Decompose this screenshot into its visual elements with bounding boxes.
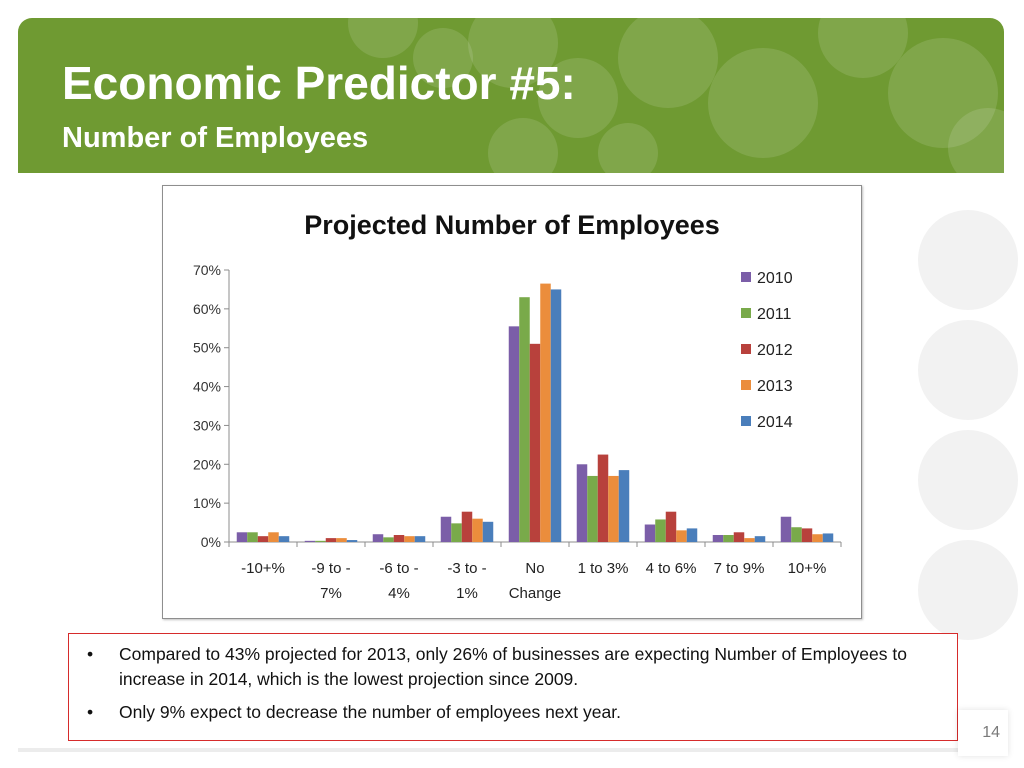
bullet-text: Only 9% expect to decrease the number of… <box>119 702 621 722</box>
x-tick-label: -10+% <box>241 560 285 577</box>
bar <box>414 536 426 542</box>
legend-label: 2014 <box>757 414 793 431</box>
bar <box>315 540 326 542</box>
bar <box>336 538 347 542</box>
x-tick-label: 4 to 6% <box>646 560 697 577</box>
bar <box>644 524 656 542</box>
bullet-icon: • <box>87 702 94 722</box>
y-tick-label: 50% <box>193 340 221 356</box>
decorative-circle <box>918 320 1018 420</box>
bar <box>576 464 588 542</box>
bar <box>550 289 562 542</box>
bar <box>822 533 834 542</box>
page-number-box: 14 <box>958 710 1008 756</box>
y-tick-label: 20% <box>193 456 221 472</box>
legend-swatch <box>741 344 751 354</box>
legend-label: 2010 <box>757 270 793 287</box>
bar <box>472 518 483 542</box>
bar <box>372 534 384 542</box>
bar <box>597 454 609 542</box>
bar <box>587 475 598 542</box>
x-tick-label: -9 to - <box>311 560 350 577</box>
slide-title: Economic Predictor #5: <box>62 57 576 109</box>
bar <box>440 516 452 542</box>
x-tick-label: No <box>525 560 544 577</box>
bar <box>519 297 530 542</box>
bar <box>780 516 792 542</box>
bar <box>801 528 813 542</box>
bar <box>608 475 619 542</box>
bar <box>461 511 473 542</box>
bar <box>744 538 755 542</box>
legend-label: 2011 <box>757 306 792 323</box>
y-tick-label: 30% <box>193 417 221 433</box>
footer-divider <box>18 748 958 752</box>
bar <box>257 536 269 542</box>
legend-swatch <box>741 380 751 390</box>
bar <box>754 536 766 542</box>
bar <box>618 470 630 542</box>
bar <box>812 534 823 542</box>
bar <box>508 326 520 542</box>
bar <box>346 540 358 542</box>
bar <box>325 538 337 542</box>
x-tick-label: 1 to 3% <box>578 560 629 577</box>
decorative-circle <box>918 430 1018 530</box>
y-tick-label: 0% <box>201 534 221 550</box>
decorative-circle <box>918 540 1018 640</box>
legend-swatch <box>741 272 751 282</box>
bullet-list: • Compared to 43% projected for 2013, onl… <box>69 642 957 725</box>
legend-swatch <box>741 416 751 426</box>
bar <box>655 519 666 542</box>
x-tick-label: -3 to - <box>447 560 486 577</box>
y-tick-label: 70% <box>193 262 221 278</box>
notes-box: • Compared to 43% projected for 2013, onl… <box>68 633 958 741</box>
x-tick-label: 4% <box>388 585 410 602</box>
legend-swatch <box>741 308 751 318</box>
bar <box>723 535 734 542</box>
x-tick-label: 1% <box>456 585 478 602</box>
y-tick-label: 60% <box>193 301 221 317</box>
page-number: 14 <box>982 724 1000 741</box>
x-tick-label: -6 to - <box>379 560 418 577</box>
bar <box>665 511 677 542</box>
bullet-item: • Compared to 43% projected for 2013, onl… <box>69 642 957 692</box>
bar <box>304 540 316 542</box>
x-tick-label: 10+% <box>788 560 827 577</box>
bullet-item: • Only 9% expect to decrease the number o… <box>69 700 957 725</box>
bar <box>712 535 724 542</box>
bar <box>404 536 415 542</box>
bar <box>540 283 551 542</box>
bar <box>247 532 258 542</box>
chart-title: Projected Number of Employees <box>304 210 720 240</box>
chart-panel: Projected Number of Employees 0% 10% 20% 30… <box>162 185 862 619</box>
bar <box>791 527 802 542</box>
bar <box>236 532 248 542</box>
bar <box>268 532 279 542</box>
y-tick-label: 40% <box>193 379 221 395</box>
bar <box>482 521 494 542</box>
y-tick-label: 10% <box>193 495 221 511</box>
bar <box>686 528 698 542</box>
bar <box>451 523 462 542</box>
bar <box>733 532 745 542</box>
bar <box>383 537 394 542</box>
bar-chart: Projected Number of Employees 0% 10% 20% 30… <box>193 210 842 602</box>
decorative-circle <box>918 210 1018 310</box>
legend-label: 2013 <box>757 378 793 395</box>
bar <box>278 536 290 542</box>
bar <box>676 530 687 542</box>
bullet-text: Compared to 43% projected for 2013, only… <box>119 644 907 689</box>
bar <box>529 343 541 542</box>
x-tick-label: 7% <box>320 585 342 602</box>
bullet-icon: • <box>87 644 94 664</box>
legend-label: 2012 <box>757 342 793 359</box>
x-tick-label: 7 to 9% <box>714 560 765 577</box>
title-banner <box>18 18 1004 173</box>
slide-subtitle: Number of Employees <box>62 122 369 154</box>
x-tick-label: Change <box>509 585 562 602</box>
bar <box>393 535 405 542</box>
